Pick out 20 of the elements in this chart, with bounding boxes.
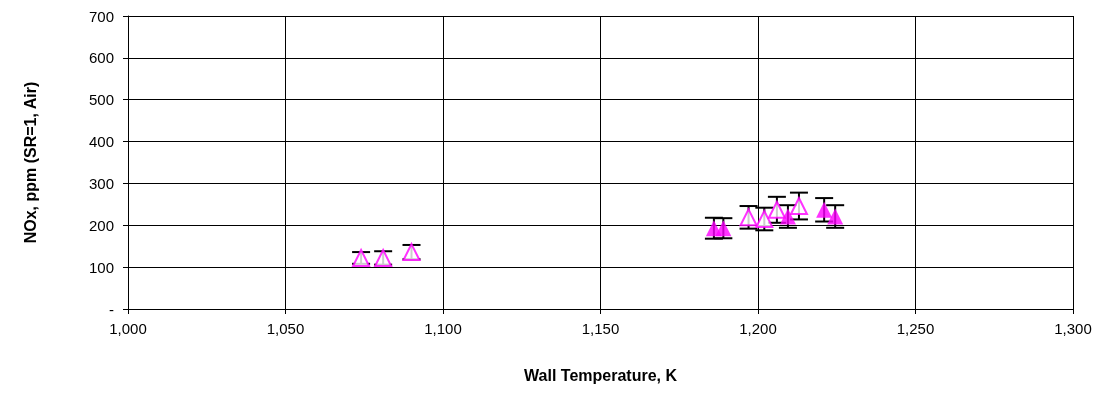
x-tick-label: 1,050	[266, 320, 305, 337]
point	[816, 201, 833, 218]
x-axis-title: Wall Temperature, K	[524, 366, 678, 384]
x-tick-label: 1,150	[581, 320, 620, 337]
y-tick-label: 400	[88, 133, 114, 151]
x-tick-label: 1,000	[109, 320, 147, 337]
y-tick-label: 600	[88, 49, 114, 67]
point	[789, 197, 808, 216]
x-tick-label: 1,200	[739, 320, 777, 337]
y-tick-label: 200	[88, 216, 114, 234]
y-axis-title: NOx, ppm (SR=1, Air)	[21, 81, 39, 244]
x-tick-label: 1,250	[896, 320, 935, 337]
x-tick-label: 1,300	[1054, 320, 1092, 337]
point	[767, 200, 786, 219]
y-tick-label: 300	[88, 174, 114, 192]
x-tick-label: 1,100	[424, 320, 462, 337]
y-tick-label: 500	[88, 91, 114, 109]
y-tick-label: 100	[88, 258, 114, 276]
y-tick-label: 700	[88, 7, 114, 25]
y-tick-label: -	[109, 300, 114, 318]
